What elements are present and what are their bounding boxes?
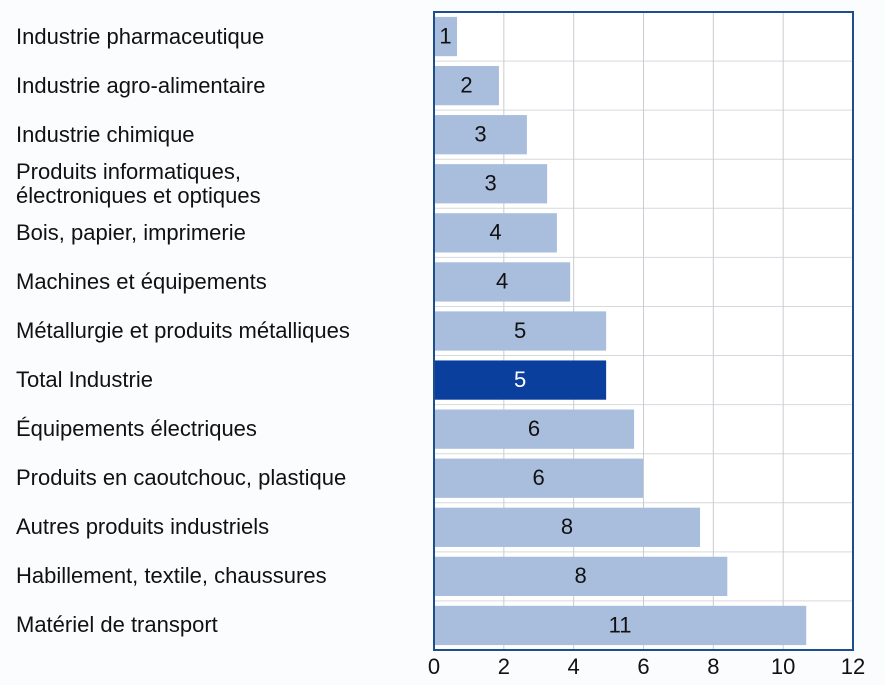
category-label: Industrie pharmaceutique <box>16 23 265 49</box>
category-label: Métallurgie et produits métalliques <box>16 318 350 343</box>
x-tick-label: 2 <box>498 654 510 679</box>
bar <box>434 556 728 597</box>
value-label: 5 <box>514 367 526 392</box>
value-label: 8 <box>561 514 573 539</box>
category-label: Produits informatiques, électroniques et… <box>16 158 261 208</box>
value-label: 3 <box>474 122 486 147</box>
category-label: Industrie chimique <box>16 121 195 147</box>
category-label: Total Industrie <box>16 367 153 393</box>
x-tick-label: 6 <box>637 654 649 679</box>
bar <box>434 605 807 646</box>
x-tick-label: 0 <box>428 654 440 679</box>
value-label: 4 <box>489 220 501 245</box>
category-label: Matériel de transport <box>16 612 218 638</box>
value-label: 5 <box>514 318 526 343</box>
bar <box>434 507 701 547</box>
x-tick-label: 4 <box>568 654 580 679</box>
bar <box>434 213 557 253</box>
category-label: Habillement, textile, chaussures <box>16 563 327 589</box>
bar <box>434 360 607 400</box>
category-label: Bois, papier, imprimerie <box>16 219 246 245</box>
bar <box>434 458 644 498</box>
bar <box>434 16 458 57</box>
bar <box>434 409 635 449</box>
bar <box>434 164 548 204</box>
category-label: Autres produits industriels <box>16 514 270 540</box>
category-label: Produits en caoutchouc, plastique <box>16 465 347 491</box>
value-label: 2 <box>460 72 472 97</box>
value-label: 3 <box>484 171 496 196</box>
x-tick-label: 12 <box>841 654 865 679</box>
value-label: 8 <box>575 563 587 588</box>
plot-frame <box>433 11 854 651</box>
x-tick-label: 10 <box>771 654 795 679</box>
value-label: 6 <box>532 465 544 490</box>
bar <box>434 65 499 106</box>
value-label: 1 <box>439 23 451 48</box>
value-label: 11 <box>609 612 632 637</box>
x-tick-label: 8 <box>707 654 719 679</box>
category-label: Équipements électriques <box>16 416 257 442</box>
category-label: Industrie agro-alimentaire <box>16 72 266 98</box>
value-label: 6 <box>528 416 540 441</box>
bar <box>434 115 527 155</box>
bar <box>434 311 607 351</box>
bar <box>434 262 571 302</box>
category-label: Machines et équipements <box>16 268 267 294</box>
value-label: 4 <box>496 269 508 294</box>
